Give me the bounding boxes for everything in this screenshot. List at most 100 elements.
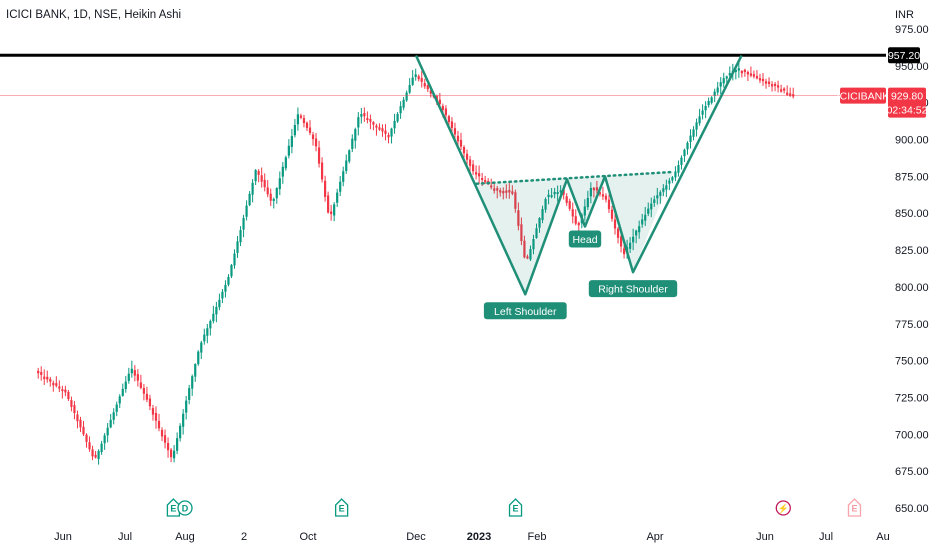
candle-up [589,182,592,204]
candle-up [650,197,653,218]
dividend-event-icon[interactable]: D [177,500,193,516]
svg-text:ICICIBANK: ICICIBANK [837,91,890,103]
candle-down [314,133,318,152]
candle-up [393,113,396,134]
candle-up [239,226,242,247]
candle-down [363,107,366,122]
head-and-shoulders-pattern[interactable]: Left Shoulder Head Right Shoulder [414,54,743,320]
candle-up [188,384,191,405]
candle-up [544,197,547,213]
candle-down [37,367,40,379]
candle-down [76,410,79,429]
candle-up [278,171,281,196]
candle-down [73,401,76,420]
candle-up [191,374,194,396]
candle-down [366,111,369,124]
candle-down [375,123,378,136]
candle-down [517,202,520,231]
candle-up [665,179,668,198]
candle-up [683,148,686,162]
candle-up [176,432,179,455]
candle-down [571,202,574,224]
price-tags: 957.20 ICICIBANK 929.80 02:34:52 [837,47,928,118]
candle-down [426,84,429,93]
candle-up [632,228,635,251]
pattern-line[interactable] [414,54,743,296]
svg-text:929.80: 929.80 [891,91,923,103]
candle-up [209,319,212,336]
currency-label: INR [895,9,914,21]
left-shoulder-label[interactable]: Left Shoulder [483,302,567,320]
candle-up [342,166,345,187]
candle-down [269,188,272,207]
earnings-event-icon[interactable]: E [166,498,181,517]
candle-down [61,385,64,399]
y-tick-label: 725.00 [895,392,929,404]
candle-down [157,413,161,432]
candle-up [115,401,118,417]
candle-down [459,132,463,150]
candle-up [251,179,254,203]
candle-down [613,211,617,235]
candle-down [616,227,620,244]
candle-up [354,127,357,149]
candle-down [565,193,568,206]
candle-up [248,191,251,207]
candle-down [136,369,139,387]
candle-down [484,175,487,184]
candle-down [52,380,55,392]
candle-down [320,157,324,183]
candle-up [97,449,100,465]
candle-down [508,182,511,199]
svg-text:957.20: 957.20 [888,50,920,62]
head-label[interactable]: Head [568,230,602,248]
candle-up [674,166,677,182]
candle-down [324,175,327,202]
earnings-event-icon[interactable]: E [508,498,523,517]
svg-text:E: E [513,504,519,514]
candle-down [305,121,309,132]
candle-down [499,187,502,197]
y-tick-label: 800.00 [895,282,929,294]
candle-up [671,175,674,184]
candle-down [568,198,571,211]
candle-down [749,66,753,78]
candle-down [496,185,499,199]
candle-up [396,112,399,123]
x-tick-label: 2023 [467,531,491,543]
candle-down [330,204,333,221]
candle-down [764,78,768,89]
candle-down [740,70,743,78]
candle-down [607,194,611,213]
candle-down [257,169,260,183]
candle-down [746,70,749,81]
earnings-upcoming-event-icon[interactable]: E [847,498,862,517]
y-tick-label: 975.00 [895,24,929,36]
candle-up [100,440,103,455]
candle-down [384,124,387,141]
y-tick-label: 850.00 [895,208,929,220]
right-shoulder-label[interactable]: Right Shoulder [588,280,678,298]
candle-up [656,187,659,205]
candle-up [695,118,698,137]
candle-down [493,182,496,194]
candle-up [215,301,218,323]
candle-up [719,77,722,95]
earnings-event-icon[interactable]: E [334,498,349,517]
candle-down [91,445,94,461]
y-tick-label: 775.00 [895,319,929,331]
candle-down [792,87,795,99]
neckline[interactable] [475,170,675,186]
candle-down [577,221,580,231]
candle-down [302,114,306,128]
candle-up [194,363,197,382]
candle-up [182,409,185,435]
candle-down [64,385,67,397]
last-price-tag: 929.80 02:34:52 [887,87,928,118]
svg-text:02:34:52: 02:34:52 [887,105,928,117]
candle-up [173,444,176,463]
y-tick-label: 950.00 [895,61,929,73]
news-event-icon[interactable]: ⚡ [775,500,791,516]
candle-down [327,191,330,214]
